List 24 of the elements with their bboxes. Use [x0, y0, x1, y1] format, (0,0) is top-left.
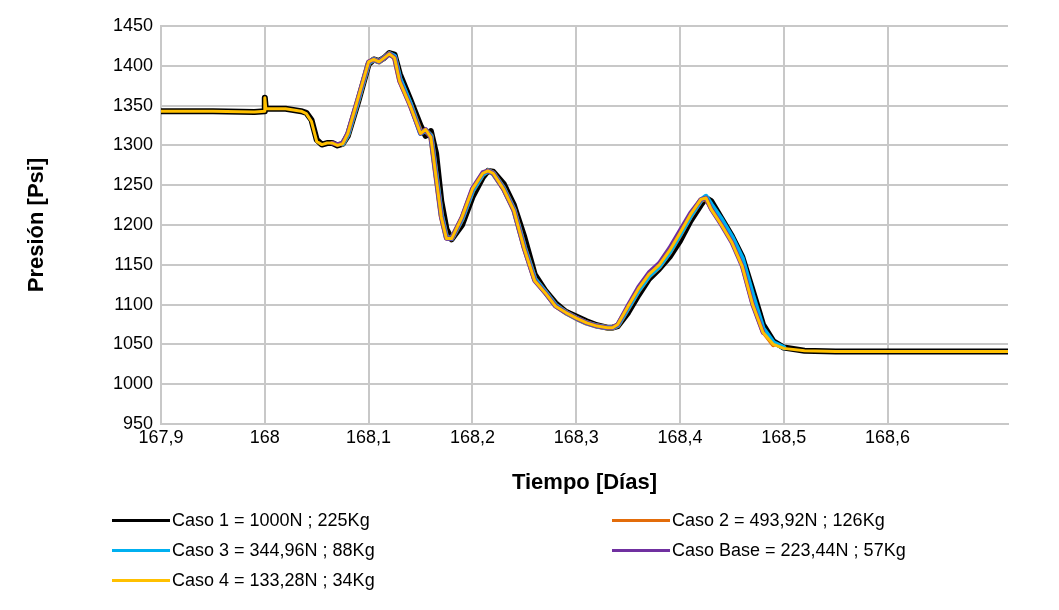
legend-label: Caso 4 = 133,28N ; 34Kg [172, 569, 375, 591]
x-axis-title: Tiempo [Días] [511, 468, 658, 494]
y-tick-label: 1250 [112, 174, 153, 195]
x-tick-label: 168,6 [865, 426, 911, 447]
y-tick-label: 1400 [112, 54, 153, 75]
x-tick-label: 168,5 [761, 426, 807, 447]
y-tick-label: 1100 [114, 293, 153, 314]
y-axis-title: Presión [Psi] [23, 157, 49, 293]
legend-label: Caso 1 = 1000N ; 225Kg [172, 509, 370, 531]
y-tick-label: 1150 [114, 253, 153, 274]
y-tick-label: 1200 [112, 213, 153, 234]
y-tick-label: 1450 [112, 14, 153, 35]
legend-label: Caso Base = 223,44N ; 57Kg [672, 539, 906, 561]
legend-label: Caso 2 = 493,92N ; 126Kg [672, 509, 885, 531]
x-tick-label: 168 [249, 426, 280, 447]
x-tick-label: 168,2 [449, 426, 495, 447]
y-tick-label: 1350 [112, 94, 153, 115]
y-tick-label: 1000 [112, 373, 153, 394]
x-tick-label: 168,1 [346, 426, 392, 447]
y-tick-label: 1300 [112, 134, 153, 155]
y-tick-label: 1050 [112, 333, 153, 354]
legend-label: Caso 3 = 344,96N ; 88Kg [172, 539, 375, 561]
x-tick-label: 168,3 [553, 426, 599, 447]
x-tick-label: 168,4 [657, 426, 703, 447]
